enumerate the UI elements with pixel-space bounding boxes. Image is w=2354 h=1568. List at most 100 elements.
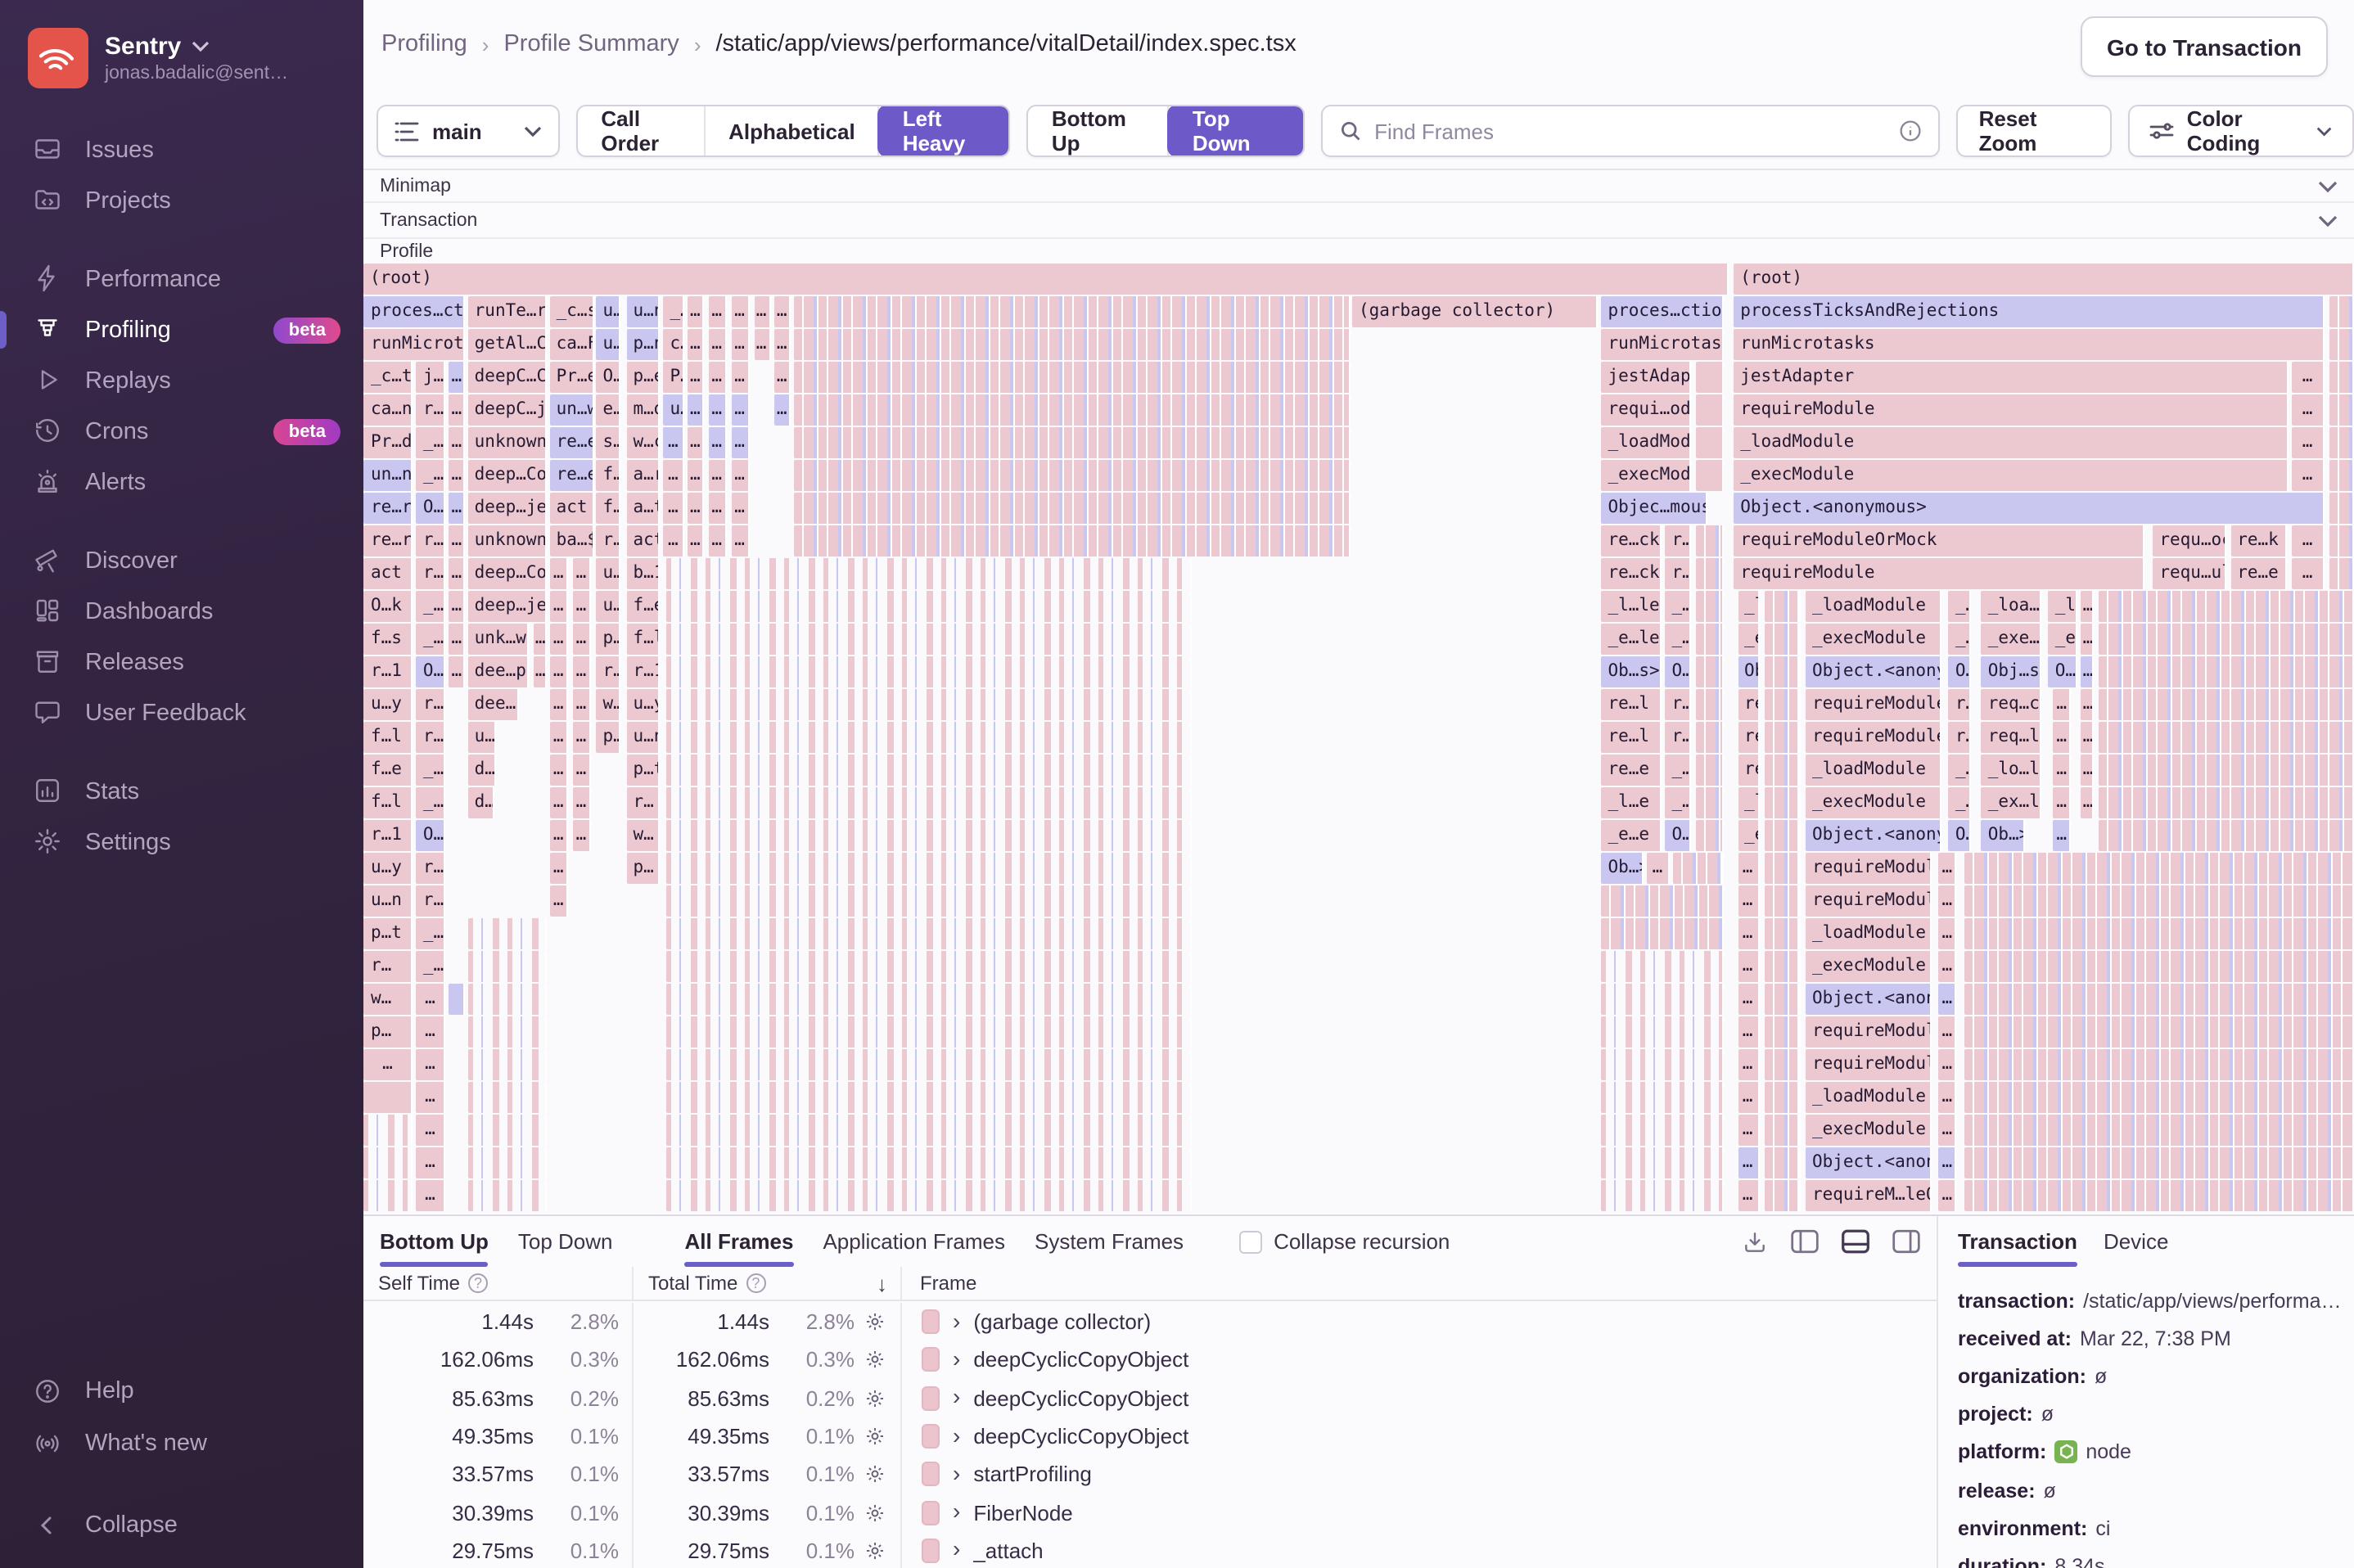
- flame-frame[interactable]: r…: [626, 787, 660, 818]
- flame-frame[interactable]: …: [416, 1082, 445, 1113]
- sidebar-item-settings[interactable]: Settings: [0, 817, 363, 867]
- flame-frame[interactable]: …: [731, 394, 751, 426]
- flame-frame[interactable]: …: [774, 362, 791, 393]
- flame-frame[interactable]: _l…le: [1738, 591, 1760, 622]
- flame-frame[interactable]: …: [549, 853, 569, 884]
- flame-frame[interactable]: …: [708, 493, 728, 524]
- gear-icon[interactable]: [855, 1502, 894, 1523]
- flame-frame-cluster[interactable]: [1765, 984, 1801, 1015]
- flame-frame-cluster[interactable]: [1695, 656, 1725, 687]
- flame-frame-cluster[interactable]: [363, 1147, 413, 1178]
- flame-frame[interactable]: …: [572, 820, 592, 851]
- flame-frame[interactable]: …: [2292, 525, 2325, 556]
- flame-frame-cluster[interactable]: [2099, 591, 2354, 622]
- flame-frame-cluster[interactable]: [1601, 1115, 1725, 1146]
- flame-frame[interactable]: _loadModule: [1734, 427, 2288, 458]
- flame-frame[interactable]: …: [1738, 1049, 1760, 1080]
- flame-frame[interactable]: …: [549, 624, 569, 655]
- flame-frame-cluster[interactable]: [1601, 885, 1725, 917]
- flame-frame-cluster[interactable]: [1601, 1147, 1725, 1178]
- flame-frame[interactable]: act: [549, 493, 594, 524]
- frame-cell[interactable]: › startProfiling: [902, 1460, 1937, 1487]
- frame-cell[interactable]: › deepCyclicCopyObject: [902, 1422, 1937, 1449]
- org-switcher[interactable]: Sentry jonas.badalic@sent…: [0, 0, 363, 88]
- flame-frame-cluster[interactable]: [793, 362, 1351, 393]
- flame-frame[interactable]: …: [416, 1115, 445, 1146]
- flame-frame[interactable]: _…: [1665, 624, 1692, 655]
- flame-frame-cluster[interactable]: [1765, 1147, 1801, 1178]
- flame-frame[interactable]: …: [1738, 1147, 1760, 1178]
- flame-frame[interactable]: …: [1738, 984, 1760, 1015]
- table-row[interactable]: 29.75ms 0.1% 29.75ms 0.1% › _attach: [363, 1531, 1937, 1568]
- flame-frame[interactable]: un…n: [363, 460, 413, 491]
- tab-top-down[interactable]: Top Down: [517, 1229, 613, 1254]
- flame-frame-cluster[interactable]: [1765, 591, 1801, 622]
- flame-frame-cluster[interactable]: [665, 885, 1192, 917]
- flame-frame-cluster[interactable]: [467, 1147, 548, 1178]
- flame-frame[interactable]: Obj…s>: [1981, 656, 2041, 687]
- flame-frame[interactable]: …: [549, 656, 569, 687]
- flame-frame[interactable]: _e…le: [1601, 624, 1662, 655]
- flame-frame[interactable]: r…: [1665, 525, 1692, 556]
- reset-zoom-button[interactable]: Reset Zoom: [1955, 105, 2112, 157]
- flame-frame[interactable]: requireModule: [1805, 1049, 1932, 1080]
- flame-frame[interactable]: deep…ject: [467, 591, 548, 622]
- flame-frame[interactable]: w…: [626, 820, 660, 851]
- total-time-column-header[interactable]: Total Time? ↓: [634, 1267, 902, 1300]
- flame-frame[interactable]: Pr…ed: [549, 362, 594, 393]
- flame-frame-cluster[interactable]: [1964, 1147, 2354, 1178]
- flame-frame[interactable]: …: [449, 394, 466, 426]
- flame-frame[interactable]: _c…t: [363, 362, 413, 393]
- flame-frame-cluster[interactable]: [1695, 722, 1725, 753]
- flame-frame[interactable]: _e…e: [1601, 820, 1662, 851]
- flame-frame[interactable]: runMicrotasks: [363, 329, 466, 360]
- sidebar-item-what-s-new[interactable]: What's new: [0, 1417, 363, 1470]
- go-to-transaction-button[interactable]: Go to Transaction: [2080, 16, 2328, 77]
- tab-system-frames[interactable]: System Frames: [1035, 1229, 1184, 1254]
- flame-frame[interactable]: Ob…>: [1981, 820, 2026, 851]
- flame-frame-cluster[interactable]: [2329, 296, 2354, 327]
- flame-frame[interactable]: r…e: [416, 558, 445, 589]
- flame-frame[interactable]: …: [688, 460, 705, 491]
- flame-frame[interactable]: …: [2081, 689, 2095, 720]
- tab-transaction[interactable]: Transaction: [1958, 1216, 2077, 1267]
- flame-frame-cluster[interactable]: [793, 329, 1351, 360]
- flame-frame[interactable]: _loadModule: [1805, 755, 1942, 786]
- flame-frame[interactable]: r…: [1665, 722, 1692, 753]
- self-time-column-header[interactable]: Self Time?: [363, 1267, 634, 1300]
- flame-frame[interactable]: …: [2081, 624, 2095, 655]
- flame-frame-cluster[interactable]: [1695, 820, 1725, 851]
- flame-frame[interactable]: …: [1738, 918, 1760, 949]
- flame-frame[interactable]: f…l: [596, 493, 621, 524]
- flame-frame[interactable]: u…n: [596, 591, 621, 622]
- flame-frame[interactable]: re…e: [2230, 558, 2288, 589]
- flame-frame[interactable]: _loadModule: [1805, 1082, 1932, 1113]
- flame-frame[interactable]: Ob…>: [1601, 853, 1644, 884]
- flame-frame-cluster[interactable]: [793, 525, 1351, 556]
- flame-frame-cluster[interactable]: [467, 984, 548, 1015]
- flame-frame[interactable]: …: [416, 1147, 445, 1178]
- flame-frame[interactable]: O…: [1948, 820, 1971, 851]
- frame-cell[interactable]: › deepCyclicCopyObject: [902, 1383, 1937, 1411]
- flame-frame[interactable]: _ex…le: [1981, 787, 2041, 818]
- flame-frame[interactable]: …: [708, 427, 728, 458]
- layout-dock-right-icon[interactable]: [1892, 1229, 1920, 1254]
- flame-frame[interactable]: ca…Fn: [549, 329, 594, 360]
- flame-frame[interactable]: _execModule: [1805, 1115, 1932, 1146]
- flame-frame-cluster[interactable]: [1695, 362, 1725, 393]
- sidebar-item-user-feedback[interactable]: User Feedback: [0, 687, 363, 738]
- flame-frame-cluster[interactable]: [1601, 918, 1725, 949]
- flame-frame[interactable]: …: [572, 787, 592, 818]
- gear-icon[interactable]: [855, 1349, 894, 1371]
- flame-frame[interactable]: r…k: [416, 689, 445, 720]
- flame-frame-cluster[interactable]: [1695, 427, 1725, 458]
- flame-frame[interactable]: deepC…Copy: [467, 362, 548, 393]
- flame-frame-cluster[interactable]: [2099, 656, 2354, 687]
- flame-frame[interactable]: …: [363, 1049, 413, 1080]
- flame-frame[interactable]: deep…ject: [467, 493, 548, 524]
- frame-cell[interactable]: › (garbage collector): [902, 1307, 1937, 1335]
- minimap-section-header[interactable]: Minimap: [363, 170, 2354, 203]
- flame-frame[interactable]: …: [572, 755, 592, 786]
- flame-frame[interactable]: …: [2292, 394, 2325, 426]
- flame-frame-cluster[interactable]: [1601, 1049, 1725, 1080]
